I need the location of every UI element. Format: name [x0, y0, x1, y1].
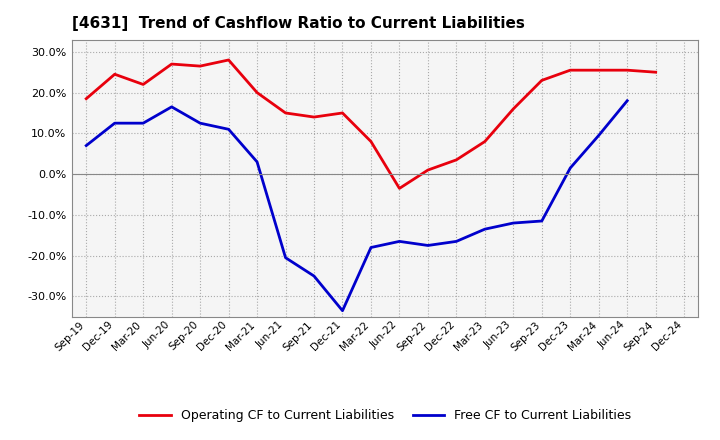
Operating CF to Current Liabilities: [595, 67, 603, 73]
Operating CF to Current Liabilities: [338, 110, 347, 116]
Operating CF to Current Liabilities: [225, 57, 233, 62]
Operating CF to Current Liabilities: [623, 67, 631, 73]
Free CF to Current Liabilities: [110, 121, 119, 126]
Operating CF to Current Liabilities: [253, 90, 261, 95]
Line: Operating CF to Current Liabilities: Operating CF to Current Liabilities: [86, 60, 656, 188]
Operating CF to Current Liabilities: [366, 139, 375, 144]
Operating CF to Current Liabilities: [82, 96, 91, 101]
Free CF to Current Liabilities: [253, 159, 261, 165]
Operating CF to Current Liabilities: [652, 70, 660, 75]
Text: [4631]  Trend of Cashflow Ratio to Current Liabilities: [4631] Trend of Cashflow Ratio to Curren…: [72, 16, 525, 32]
Free CF to Current Liabilities: [310, 273, 318, 279]
Free CF to Current Liabilities: [366, 245, 375, 250]
Operating CF to Current Liabilities: [452, 157, 461, 162]
Operating CF to Current Liabilities: [110, 72, 119, 77]
Free CF to Current Liabilities: [480, 227, 489, 232]
Operating CF to Current Liabilities: [537, 78, 546, 83]
Line: Free CF to Current Liabilities: Free CF to Current Liabilities: [86, 101, 627, 311]
Operating CF to Current Liabilities: [509, 106, 518, 111]
Operating CF to Current Liabilities: [480, 139, 489, 144]
Operating CF to Current Liabilities: [282, 110, 290, 116]
Free CF to Current Liabilities: [282, 255, 290, 260]
Operating CF to Current Liabilities: [196, 63, 204, 69]
Operating CF to Current Liabilities: [566, 67, 575, 73]
Free CF to Current Liabilities: [595, 133, 603, 138]
Free CF to Current Liabilities: [395, 239, 404, 244]
Free CF to Current Liabilities: [225, 127, 233, 132]
Free CF to Current Liabilities: [509, 220, 518, 226]
Operating CF to Current Liabilities: [167, 62, 176, 67]
Operating CF to Current Liabilities: [310, 114, 318, 120]
Free CF to Current Liabilities: [537, 218, 546, 224]
Free CF to Current Liabilities: [566, 165, 575, 171]
Free CF to Current Liabilities: [423, 243, 432, 248]
Operating CF to Current Liabilities: [423, 167, 432, 172]
Free CF to Current Liabilities: [623, 98, 631, 103]
Free CF to Current Liabilities: [82, 143, 91, 148]
Operating CF to Current Liabilities: [139, 82, 148, 87]
Free CF to Current Liabilities: [139, 121, 148, 126]
Operating CF to Current Liabilities: [395, 186, 404, 191]
Free CF to Current Liabilities: [452, 239, 461, 244]
Free CF to Current Liabilities: [196, 121, 204, 126]
Free CF to Current Liabilities: [338, 308, 347, 313]
Free CF to Current Liabilities: [167, 104, 176, 110]
Legend: Operating CF to Current Liabilities, Free CF to Current Liabilities: Operating CF to Current Liabilities, Fre…: [135, 404, 636, 427]
